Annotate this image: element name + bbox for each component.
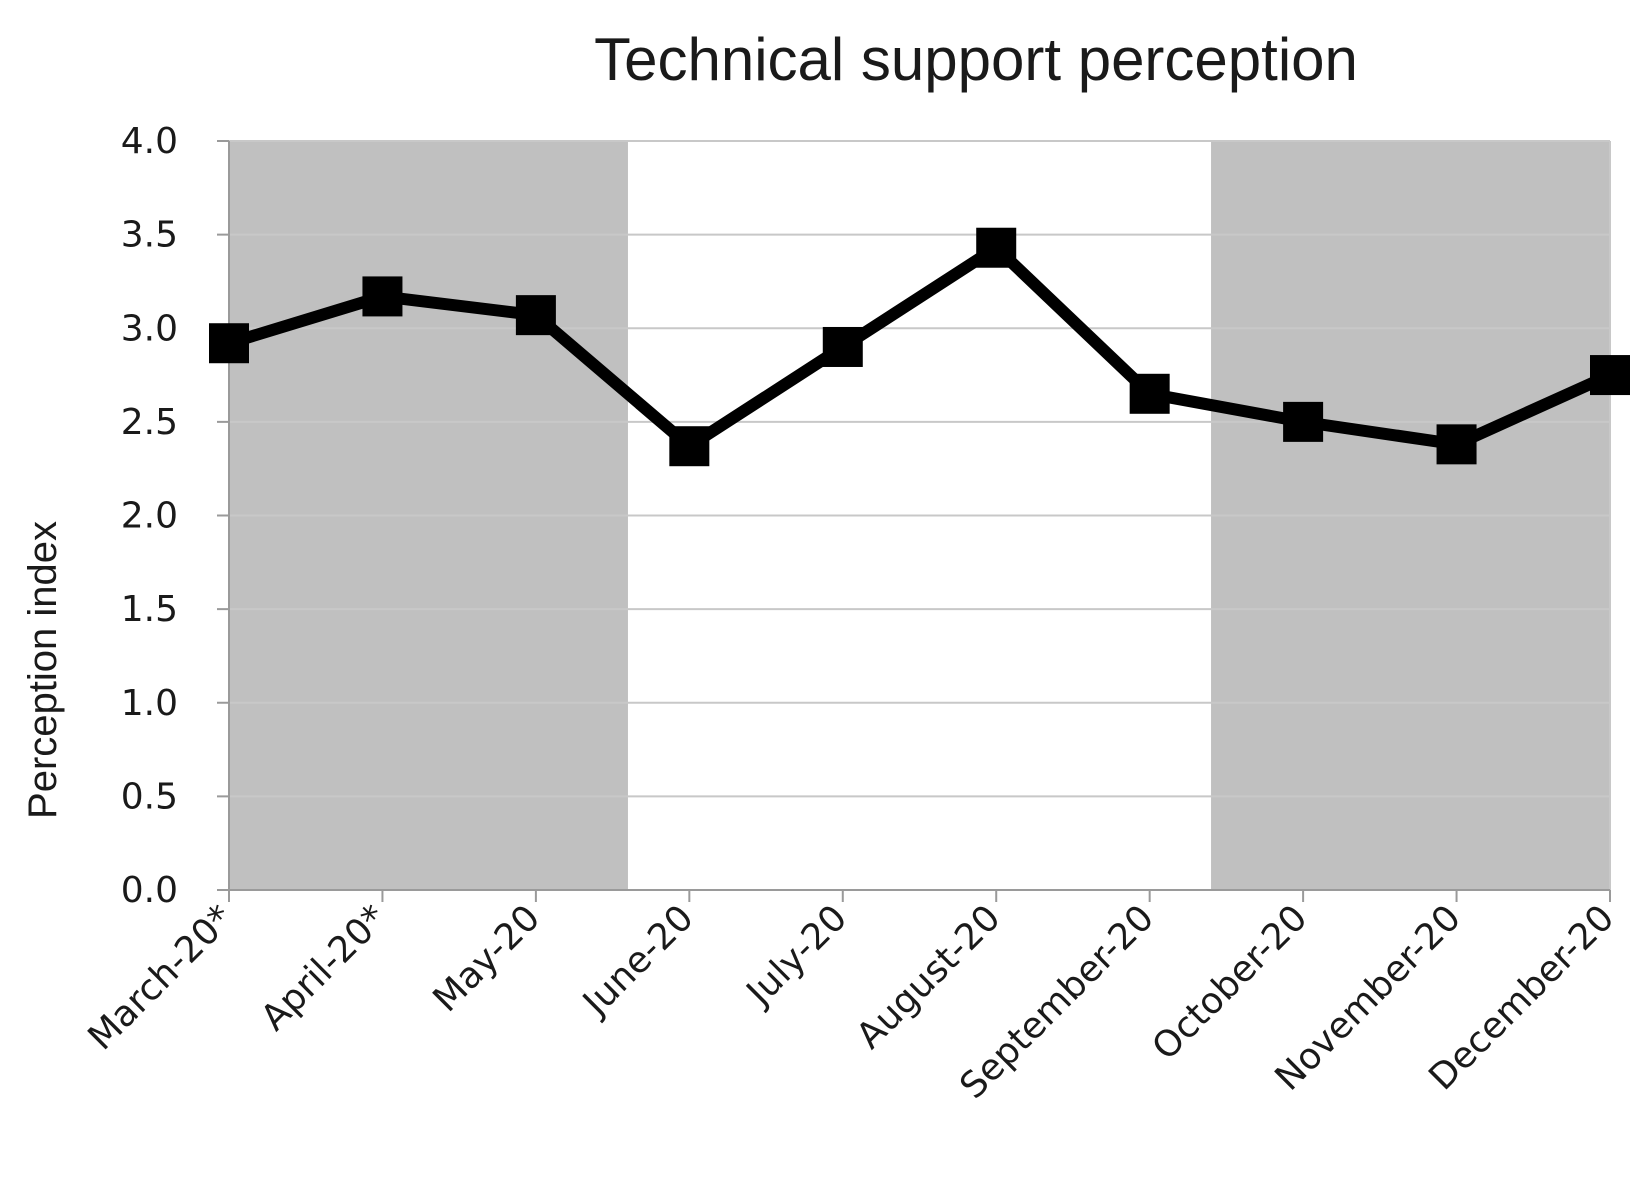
plot-area xyxy=(209,140,1630,902)
y-tick-label: 0.5 xyxy=(121,776,178,817)
x-tick-label: August-20 xyxy=(849,897,1009,1057)
data-point-marker xyxy=(1590,355,1630,396)
y-tick-label: 0.0 xyxy=(121,870,178,911)
y-tick-label: 3.5 xyxy=(121,215,178,256)
x-tick-label: July-20 xyxy=(738,897,855,1014)
x-tick-label: October-20 xyxy=(1145,897,1316,1068)
data-point-marker xyxy=(976,227,1017,268)
data-point-marker xyxy=(822,326,863,367)
y-tick-labels: 0.0 0.5 1.0 1.5 2.0 2.5 3.0 3.5 4.0 xyxy=(121,121,178,911)
chart-title: Technical support perception xyxy=(594,26,1358,93)
y-axis-label: Perception index xyxy=(21,521,65,819)
data-point-marker xyxy=(515,295,556,336)
y-tick-label: 2.5 xyxy=(121,402,178,443)
x-tick-labels: March-20* April-20* May-20 June-20 July-20Au… xyxy=(80,897,1622,1107)
data-series xyxy=(209,227,1630,467)
x-tick-label: March-20* xyxy=(80,897,241,1058)
data-point-marker xyxy=(669,426,710,467)
data-point-marker xyxy=(1436,424,1477,465)
data-point-marker xyxy=(1283,401,1324,442)
data-point-marker xyxy=(1129,373,1170,414)
y-tick-label: 1.5 xyxy=(121,589,178,630)
series-line xyxy=(227,241,1613,453)
x-tick-label: April-20* xyxy=(253,897,394,1038)
y-tick-label: 2.0 xyxy=(121,496,178,537)
x-tick-label: June-20 xyxy=(574,897,701,1024)
y-tick-label: 1.0 xyxy=(121,683,178,724)
x-tick-label: May-20 xyxy=(426,897,549,1020)
data-point-marker xyxy=(209,323,249,364)
y-tick-label: 4.0 xyxy=(121,121,178,162)
y-tick-label: 3.0 xyxy=(121,308,178,349)
data-point-marker xyxy=(362,276,403,317)
gridlines xyxy=(229,140,1611,891)
